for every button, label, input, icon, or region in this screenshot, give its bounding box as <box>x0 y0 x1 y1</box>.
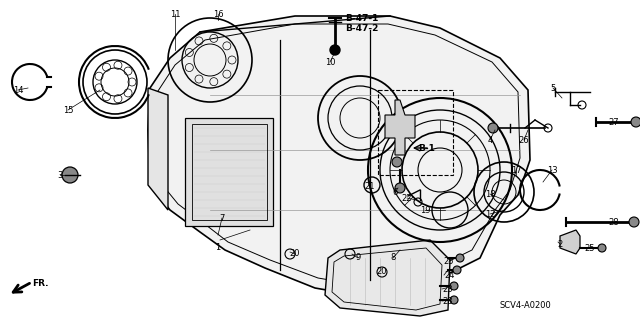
Text: 2: 2 <box>557 239 563 249</box>
Text: 23: 23 <box>442 284 452 293</box>
Text: 24: 24 <box>444 270 454 279</box>
Text: 11: 11 <box>170 10 180 19</box>
Text: 1: 1 <box>216 243 221 252</box>
Text: 19: 19 <box>420 205 430 214</box>
Polygon shape <box>560 230 580 254</box>
Circle shape <box>330 45 340 55</box>
Text: 13: 13 <box>547 165 557 174</box>
Text: 28: 28 <box>609 218 620 227</box>
Text: 5: 5 <box>550 84 556 92</box>
Text: 25: 25 <box>585 244 595 252</box>
Text: 17: 17 <box>511 165 522 174</box>
Circle shape <box>395 183 405 193</box>
Text: 21: 21 <box>365 181 375 190</box>
Text: B-47-2: B-47-2 <box>345 23 378 33</box>
Text: 25: 25 <box>444 258 454 267</box>
Circle shape <box>456 254 464 262</box>
Text: 20: 20 <box>290 250 300 259</box>
Text: 8: 8 <box>390 253 396 262</box>
Polygon shape <box>148 88 168 210</box>
Text: 22: 22 <box>402 194 412 203</box>
Text: 27: 27 <box>609 117 620 126</box>
Circle shape <box>488 123 498 133</box>
Text: 6: 6 <box>392 188 397 196</box>
Bar <box>192 124 267 220</box>
Text: 16: 16 <box>212 10 223 19</box>
Text: 23: 23 <box>442 297 452 306</box>
Text: 14: 14 <box>13 85 23 94</box>
Text: 4: 4 <box>488 135 493 145</box>
Circle shape <box>453 266 461 274</box>
Text: 9: 9 <box>355 253 360 262</box>
Polygon shape <box>148 16 530 295</box>
Text: B-47-1: B-47-1 <box>345 13 378 22</box>
Circle shape <box>629 217 639 227</box>
Text: FR.: FR. <box>32 279 49 289</box>
Text: 26: 26 <box>518 135 529 145</box>
Text: 12: 12 <box>484 210 495 219</box>
Circle shape <box>450 296 458 304</box>
Circle shape <box>631 117 640 127</box>
Bar <box>378 90 453 175</box>
Text: 20: 20 <box>377 268 387 276</box>
Text: B-1: B-1 <box>418 143 435 153</box>
Circle shape <box>62 167 78 183</box>
Bar <box>185 118 273 226</box>
Circle shape <box>392 157 402 167</box>
Text: 18: 18 <box>484 189 495 198</box>
Text: 7: 7 <box>220 213 225 222</box>
Circle shape <box>450 282 458 290</box>
Text: 10: 10 <box>324 58 335 67</box>
Circle shape <box>598 244 606 252</box>
Text: 15: 15 <box>63 106 73 115</box>
Text: 3: 3 <box>58 171 63 180</box>
Polygon shape <box>385 100 415 155</box>
Text: SCV4-A0200: SCV4-A0200 <box>500 300 552 309</box>
Polygon shape <box>325 240 450 316</box>
